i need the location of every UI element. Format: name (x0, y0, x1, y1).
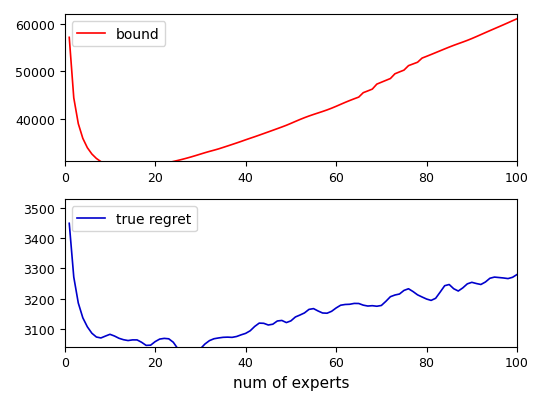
Legend: bound: bound (72, 22, 165, 47)
X-axis label: num of experts: num of experts (233, 375, 349, 390)
Legend: true regret: true regret (72, 207, 197, 232)
